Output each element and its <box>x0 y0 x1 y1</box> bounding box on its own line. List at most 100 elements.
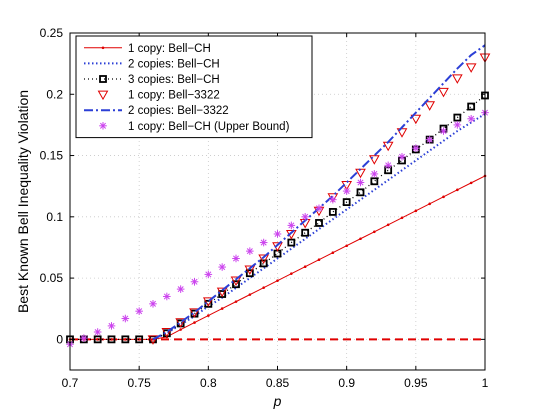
legend-label: 1 copy: Bell−CH <box>128 43 211 55</box>
asterisk-stroke <box>108 322 115 329</box>
legend-label: 1 copy: Bell−3322 <box>128 90 220 102</box>
x-axis-title: p <box>273 393 282 409</box>
asterisk-stroke <box>371 170 378 177</box>
asterisk-stroke <box>343 188 350 195</box>
series-1-point <box>373 230 376 234</box>
series-1-point <box>400 216 404 220</box>
legend-label: 1 copy: Bell−CH (Upper Bound) <box>128 121 290 133</box>
series-1-point <box>207 314 210 317</box>
series-6-point <box>287 221 296 230</box>
series-6-point <box>370 170 379 178</box>
asterisk-stroke <box>274 230 281 237</box>
x-tick-label: 0.8 <box>200 376 217 390</box>
series-4-point <box>244 265 256 276</box>
series-3-point <box>356 188 365 197</box>
series-6-point <box>246 247 254 255</box>
series-6-point <box>163 292 171 301</box>
asterisk-stroke <box>468 115 475 122</box>
series-3-point <box>315 219 323 227</box>
series-1-point <box>124 338 127 341</box>
series-4-point <box>410 114 422 125</box>
legend-box <box>75 35 313 139</box>
asterisk-stroke <box>398 153 406 160</box>
series-4-point <box>216 287 228 298</box>
series-1-point <box>179 328 182 331</box>
series-3-point <box>107 335 116 344</box>
series-3-point <box>467 102 476 111</box>
y-tick-label: 0 <box>56 332 63 346</box>
series-3-point <box>328 208 337 216</box>
series-3-point <box>259 259 268 268</box>
series-1-point <box>469 181 473 185</box>
series-1-point <box>193 321 196 324</box>
series-1-point <box>386 223 390 227</box>
plot-series <box>66 44 491 349</box>
asterisk-stroke <box>260 239 267 246</box>
series-4-point <box>368 155 380 165</box>
series-1-point <box>220 307 224 310</box>
asterisk-stroke <box>385 162 392 169</box>
series-3-point <box>301 228 310 237</box>
series-1-point <box>276 279 279 282</box>
series-6-point <box>149 300 157 308</box>
asterisk-stroke <box>426 136 433 143</box>
series-6-point <box>315 204 323 213</box>
y-tick-label: 0.1 <box>46 210 63 224</box>
legend-label: 2 copies: Bell−3322 <box>128 105 229 117</box>
asterisk-stroke <box>219 264 226 271</box>
series-1-point <box>442 195 445 199</box>
series-3-point <box>232 280 240 289</box>
asterisk-stroke <box>232 255 240 262</box>
series-1-point <box>248 293 252 296</box>
series-6-point <box>218 263 226 271</box>
series-6-point <box>190 277 199 286</box>
series-3-point <box>370 177 379 186</box>
asterisk-stroke <box>136 308 143 315</box>
asterisk-stroke <box>246 248 253 255</box>
series-6-point <box>204 270 213 279</box>
legend-label: 3 copies: Bell−CH <box>128 74 220 86</box>
asterisk-stroke <box>357 179 364 186</box>
series-4-point <box>438 87 449 98</box>
series-3-point <box>342 198 351 207</box>
x-tick-label: 1 <box>482 376 489 390</box>
asterisk-stroke <box>122 315 129 322</box>
asterisk-stroke <box>99 122 107 129</box>
asterisk-stroke <box>454 121 461 128</box>
series-3-point <box>245 269 254 278</box>
series-6-point <box>412 144 420 152</box>
series-6-point <box>80 334 88 342</box>
asterisk-stroke <box>440 128 447 135</box>
legend-sample-marker <box>97 90 109 101</box>
asterisk-stroke <box>177 286 184 293</box>
series-6-point <box>384 161 392 170</box>
series-6-point <box>273 230 282 238</box>
asterisk-stroke <box>288 222 295 229</box>
asterisk-stroke <box>302 213 309 220</box>
series-1-point <box>234 300 238 303</box>
series-1-point <box>456 188 459 192</box>
series-1-point <box>428 202 431 206</box>
series-4-point <box>202 297 214 307</box>
series-3-point <box>287 238 296 247</box>
series-4-point <box>451 74 463 84</box>
ticks <box>69 32 486 370</box>
asterisk-stroke <box>80 335 87 342</box>
series-4-point <box>230 276 242 287</box>
x-tick-label: 0.7 <box>62 376 79 390</box>
series-4-point <box>147 335 159 345</box>
legend-label: 2 copies: Bell−CH <box>128 58 220 70</box>
series-6 <box>66 108 489 349</box>
series-3-point <box>121 335 130 344</box>
series-6-point <box>439 127 448 135</box>
x-tick-label: 0.9 <box>338 376 355 390</box>
x-tick-label: 0.85 <box>266 376 290 390</box>
legend: 1 copy: Bell−CH 2 copies: Bell−CH 3 copies… <box>75 35 313 139</box>
y-tick-label: 0.2 <box>46 87 63 101</box>
series-6-point <box>329 195 337 204</box>
asterisk-stroke <box>149 300 157 307</box>
asterisk-stroke <box>191 278 198 285</box>
asterisk-stroke <box>412 145 419 152</box>
series-6-point <box>467 114 475 123</box>
asterisk-stroke <box>94 328 101 336</box>
